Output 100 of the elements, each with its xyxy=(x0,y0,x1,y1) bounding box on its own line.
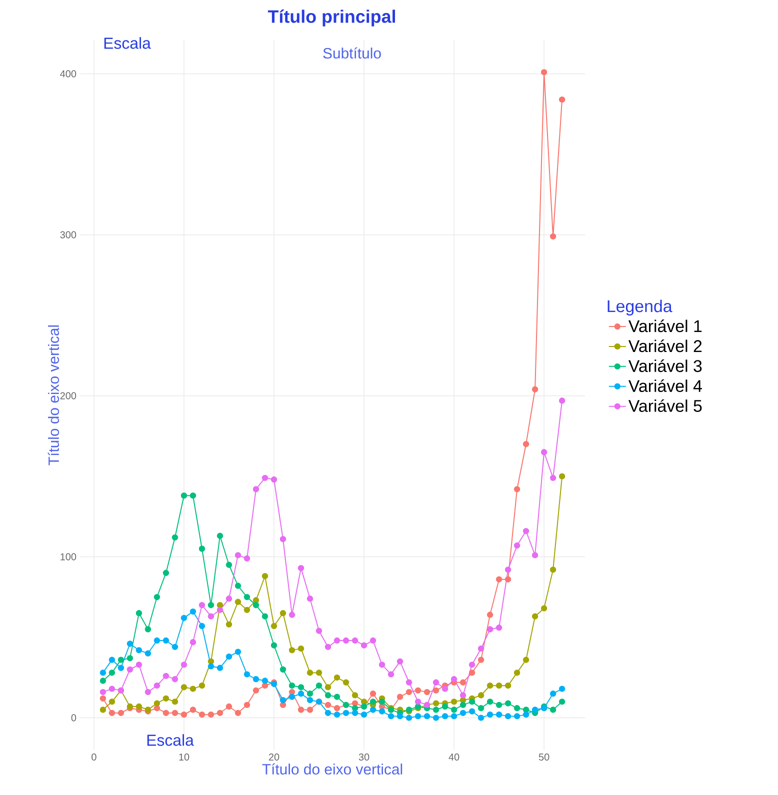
point xyxy=(424,688,430,696)
point xyxy=(226,562,232,568)
point xyxy=(262,573,268,580)
y-tick-label: 400 xyxy=(60,70,76,78)
point xyxy=(316,682,322,689)
point xyxy=(172,710,178,716)
point xyxy=(198,622,206,630)
point xyxy=(234,648,242,655)
point xyxy=(144,626,152,632)
point xyxy=(108,698,116,705)
point xyxy=(486,626,494,632)
point xyxy=(280,536,286,542)
point xyxy=(244,555,250,562)
point xyxy=(532,552,538,558)
point xyxy=(388,671,394,678)
point xyxy=(378,708,386,714)
point xyxy=(558,686,566,692)
point xyxy=(504,566,512,573)
point xyxy=(504,576,512,582)
point xyxy=(306,706,314,713)
point xyxy=(144,650,152,656)
point xyxy=(126,666,134,673)
point xyxy=(486,612,494,618)
point xyxy=(514,486,520,492)
point xyxy=(216,710,224,716)
point xyxy=(360,711,368,718)
point xyxy=(190,608,196,615)
point xyxy=(432,714,440,721)
point xyxy=(270,476,278,483)
point xyxy=(406,679,412,686)
x-tick-label: 10 xyxy=(179,754,190,761)
point xyxy=(450,706,458,713)
point xyxy=(504,713,512,720)
point xyxy=(216,532,224,539)
point xyxy=(298,684,304,690)
legend-label: Variável 1 xyxy=(628,320,702,332)
point xyxy=(162,637,170,644)
x-tick-label: 40 xyxy=(448,754,460,761)
point xyxy=(352,637,358,644)
point xyxy=(558,398,566,404)
point xyxy=(162,570,170,576)
x-tick-label: 30 xyxy=(358,754,370,761)
point xyxy=(496,576,502,582)
point xyxy=(108,710,116,716)
point xyxy=(478,645,484,652)
point xyxy=(172,534,178,541)
point xyxy=(208,711,214,718)
point xyxy=(108,656,116,663)
point xyxy=(306,690,314,697)
point xyxy=(342,710,350,716)
point xyxy=(522,528,530,534)
point xyxy=(504,700,512,706)
point xyxy=(414,713,422,720)
point xyxy=(298,706,304,713)
point xyxy=(442,713,448,720)
point xyxy=(154,700,160,706)
legend-label: Variável 3 xyxy=(628,359,702,372)
point xyxy=(324,684,332,690)
point xyxy=(450,676,458,682)
point xyxy=(468,662,476,668)
point xyxy=(432,706,440,713)
point xyxy=(432,679,440,686)
point xyxy=(288,682,296,689)
point xyxy=(424,713,430,720)
point xyxy=(172,644,178,650)
point xyxy=(136,647,142,654)
point xyxy=(244,671,250,678)
point xyxy=(270,642,278,648)
point xyxy=(252,676,260,682)
point xyxy=(280,666,286,673)
chart-title: Título principal xyxy=(268,10,396,26)
x-tick-label: 50 xyxy=(538,754,550,761)
point xyxy=(108,686,116,692)
point xyxy=(388,713,394,720)
point xyxy=(126,640,134,647)
point xyxy=(280,702,286,708)
point xyxy=(360,642,368,648)
point xyxy=(316,670,322,676)
point xyxy=(324,644,332,650)
point xyxy=(406,714,412,721)
point xyxy=(532,386,538,392)
point xyxy=(306,696,314,704)
point xyxy=(396,694,404,700)
point xyxy=(208,602,214,608)
point xyxy=(190,706,196,713)
point xyxy=(162,672,170,680)
point xyxy=(100,706,106,713)
point xyxy=(298,645,304,652)
point xyxy=(252,486,260,492)
point xyxy=(522,711,530,718)
point xyxy=(468,708,476,714)
point xyxy=(540,449,548,456)
point xyxy=(334,637,340,644)
point xyxy=(190,686,196,692)
point xyxy=(496,711,502,718)
point xyxy=(216,606,224,614)
point xyxy=(478,656,484,663)
point xyxy=(154,637,160,644)
point xyxy=(288,647,296,654)
point xyxy=(244,594,250,600)
